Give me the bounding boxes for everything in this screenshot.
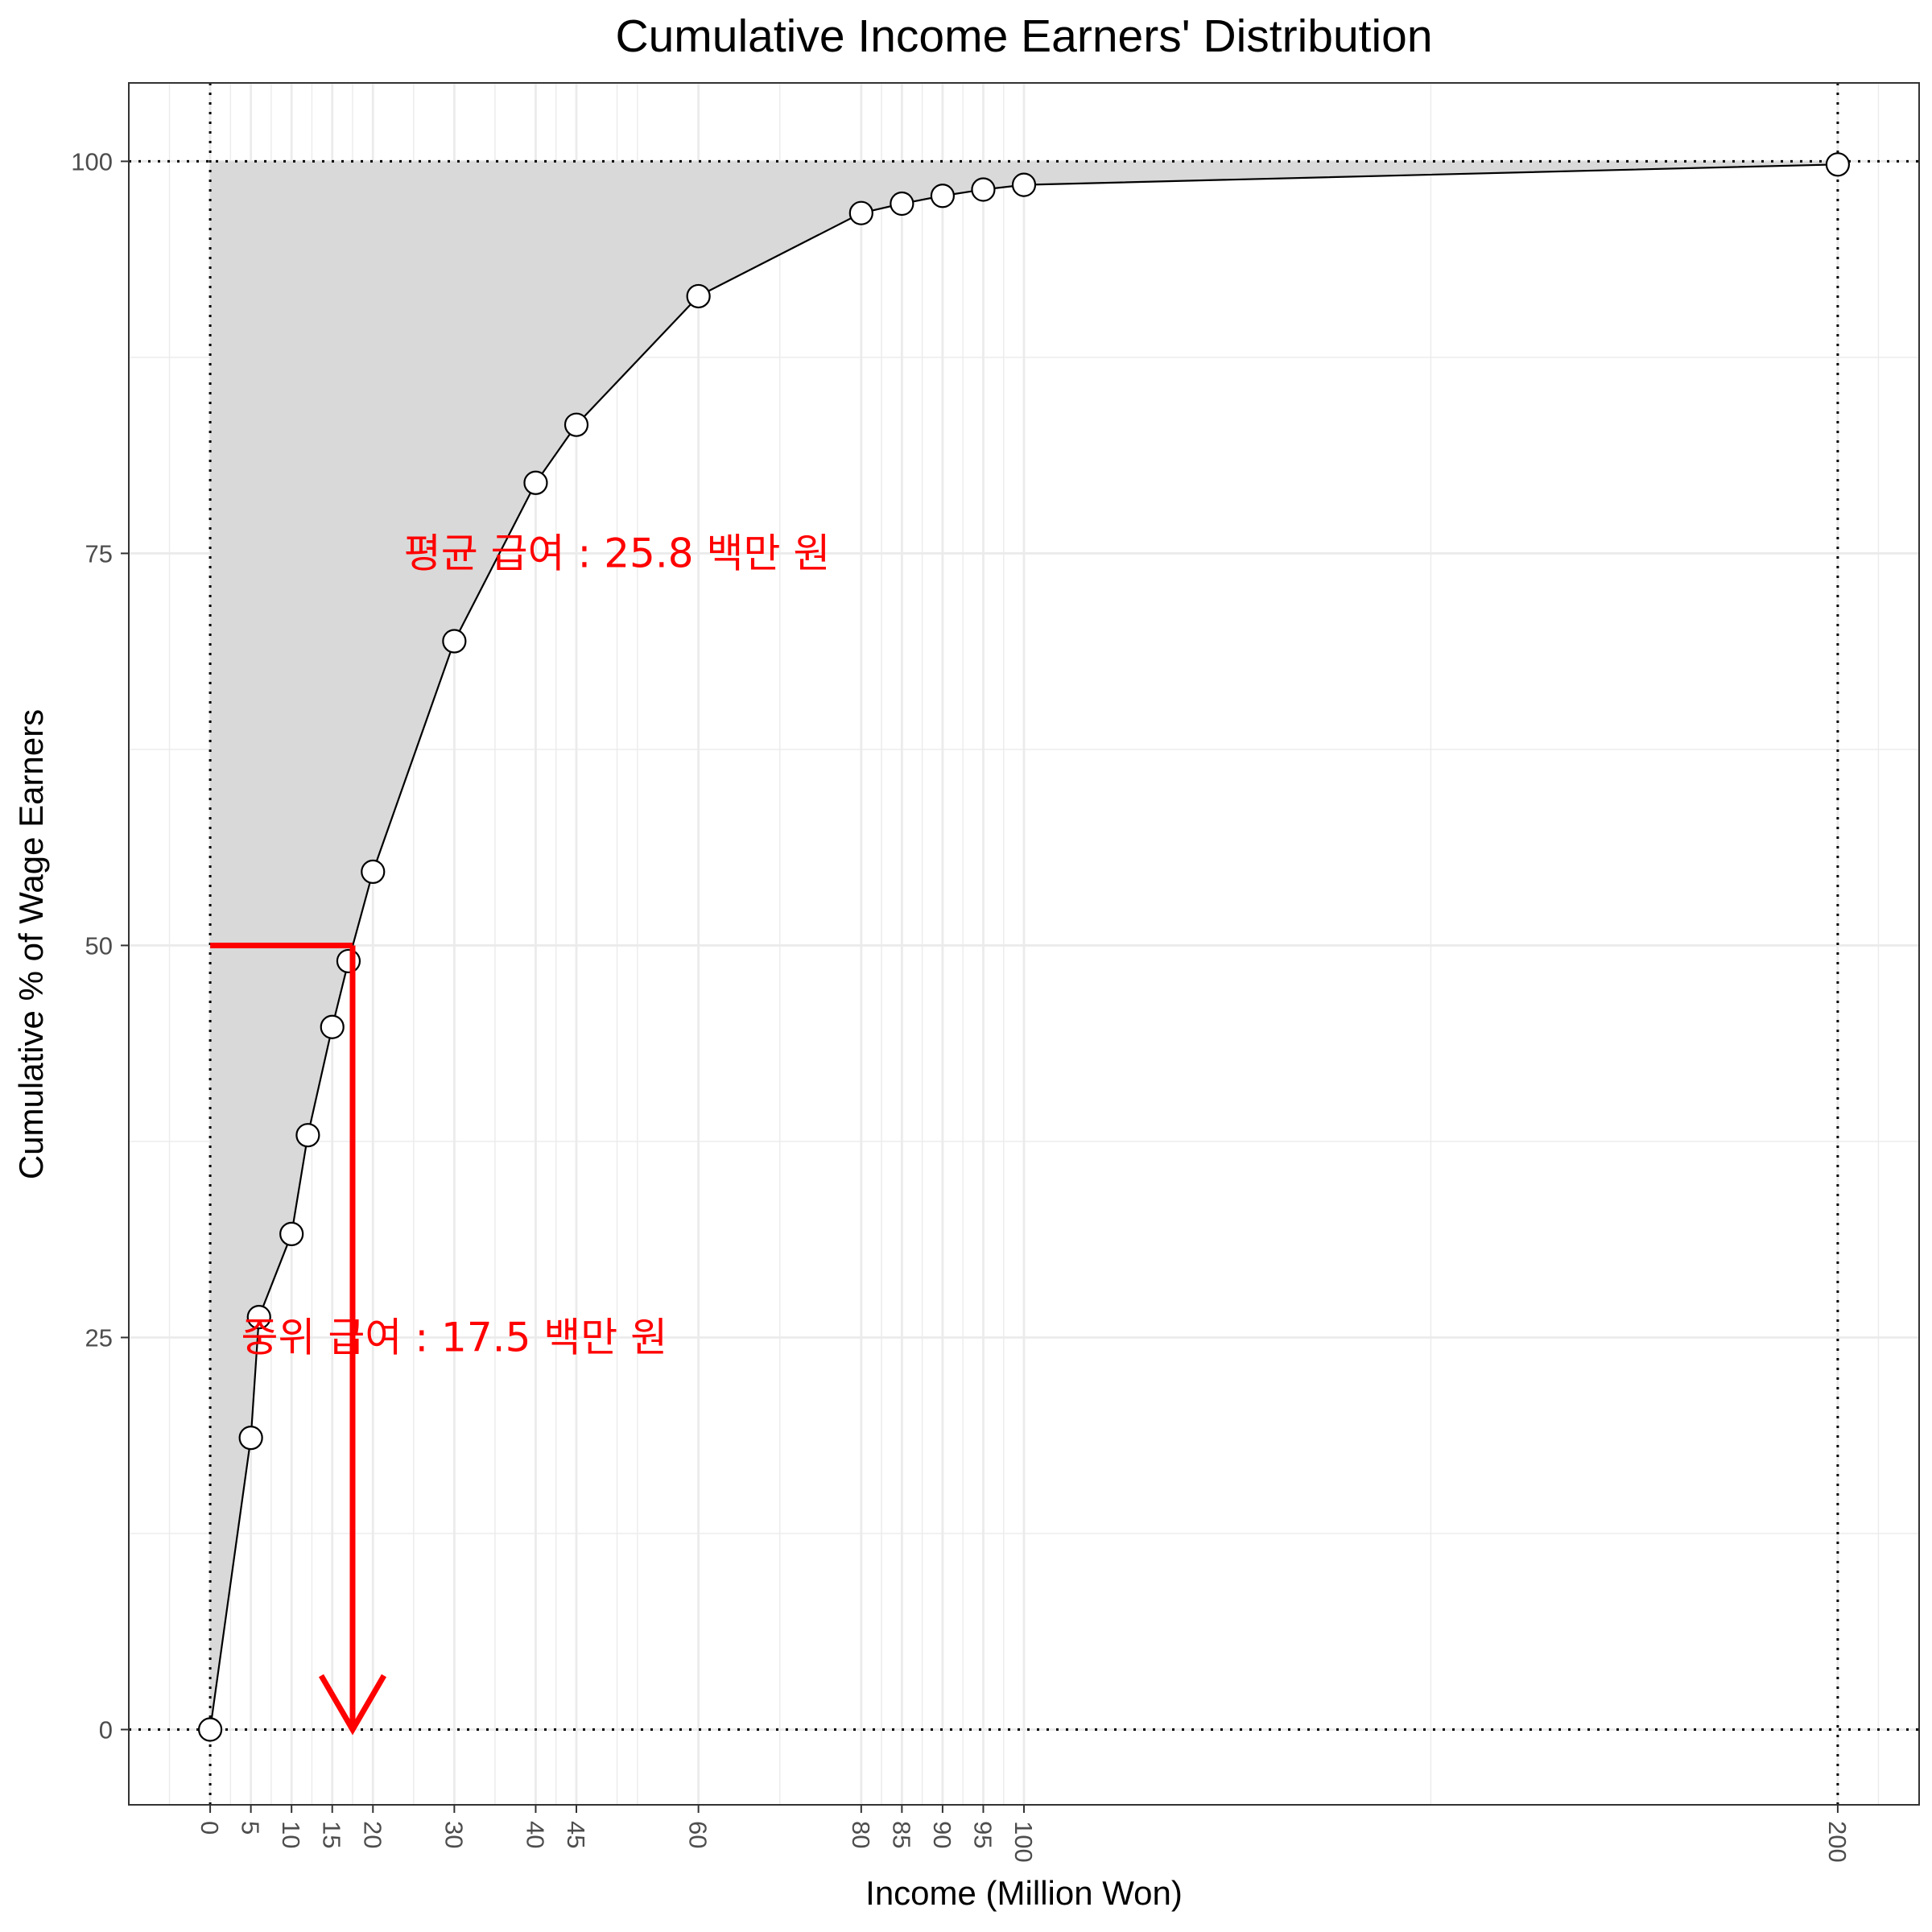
data-point	[686, 283, 711, 309]
x-tick-label: 5	[237, 1821, 265, 1835]
data-point	[848, 200, 873, 225]
data-point	[238, 1426, 263, 1451]
data-point	[279, 1221, 304, 1246]
x-tick-label: 85	[887, 1821, 915, 1848]
data-point	[890, 191, 914, 217]
x-tick-label: 100	[1009, 1821, 1038, 1863]
data-point	[1011, 172, 1037, 197]
y-tick-label: 75	[85, 539, 113, 568]
data-point	[336, 948, 361, 974]
median-marker	[210, 942, 387, 1736]
data-point	[320, 1014, 345, 1039]
median-arrow-head	[318, 1674, 387, 1736]
x-tick-label: 200	[1823, 1821, 1852, 1863]
data-point	[971, 177, 996, 202]
mean-salary-annotation: 평균 급여 : 25.8 백만 원	[404, 530, 831, 576]
x-tick-label: 80	[847, 1821, 875, 1848]
y-tick-label: 100	[71, 147, 113, 175]
x-tick-label: 40	[521, 1821, 549, 1848]
chart-title: Cumulative Income Earners' Distribution	[615, 10, 1432, 62]
x-tick-label: 0	[196, 1821, 224, 1835]
y-tick-label: 25	[85, 1323, 113, 1352]
data-point	[564, 412, 589, 437]
x-tick-label: 60	[684, 1821, 712, 1848]
data-point	[930, 184, 956, 208]
x-tick-label: 95	[968, 1821, 997, 1848]
x-tick-label: 90	[928, 1821, 956, 1848]
y-tick-label: 50	[85, 931, 113, 960]
x-tick-label: 15	[318, 1821, 346, 1848]
median-salary-annotation: 중위 급여 : 17.5 백만 원	[242, 1314, 668, 1360]
data-point	[1825, 152, 1851, 177]
data-point	[442, 629, 467, 654]
x-tick-label: 30	[440, 1821, 468, 1848]
data-point	[295, 1123, 320, 1148]
x-tick-label: 10	[277, 1821, 305, 1848]
x-axis-title: Income (Million Won)	[865, 1874, 1183, 1912]
annotations: 평균 급여 : 25.8 백만 원중위 급여 : 17.5 백만 원	[242, 530, 831, 1360]
cumulative-area	[210, 161, 1838, 1730]
data-points	[197, 152, 1851, 1742]
area-layer	[210, 161, 1838, 1730]
data-point	[361, 859, 386, 884]
y-axis-title: Cumulative % of Wage Earners	[12, 709, 50, 1179]
data-point	[197, 1717, 223, 1742]
data-point	[523, 470, 548, 495]
x-tick-label: 45	[562, 1821, 590, 1848]
y-tick-label: 0	[99, 1715, 113, 1744]
data-point	[246, 1305, 271, 1330]
x-tick-label: 20	[358, 1821, 386, 1848]
